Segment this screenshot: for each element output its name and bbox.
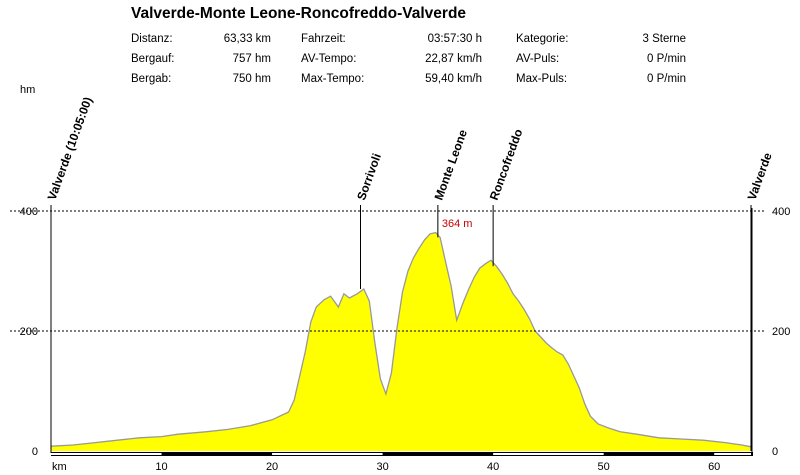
stat-value: 0 P/min (647, 53, 686, 65)
stat-value: 757 hm (232, 53, 271, 65)
x-axis-segment (493, 453, 604, 455)
waypoint-label: Valverde (745, 151, 775, 202)
stat-label: AV-Puls: (516, 53, 560, 65)
y-tick-label-left: 0 (32, 446, 38, 458)
waypoint-label: Roncofreddo (487, 127, 526, 202)
stat-label: Bergab: (131, 73, 172, 85)
x-axis-segment (714, 453, 751, 455)
waypoint-label: Sorrivoli (354, 151, 384, 202)
x-tick-label: 10 (155, 461, 167, 473)
stat-label: Bergauf: (131, 53, 175, 65)
x-axis-label: km (52, 461, 67, 473)
chart-title: Valverde-Monte Leone-Roncofreddo-Valverd… (131, 5, 467, 22)
y-tick-label-right: 200 (772, 326, 790, 338)
max-elevation-label: 364 m (442, 218, 473, 230)
elevation-line (50, 231, 752, 448)
waypoint-label: Monte Leone (432, 127, 471, 202)
stat-label: Kategorie: (516, 33, 569, 45)
y-tick-label-left: 200 (20, 326, 38, 338)
y-axis-label: hm (20, 84, 35, 96)
stat-value: 59,40 km/h (425, 73, 482, 85)
waypoint-label: Valverde (10:05:00) (45, 95, 95, 202)
stat-value: 03:57:30 h (427, 33, 482, 45)
x-tick-label: 40 (487, 461, 499, 473)
stat-label: AV-Tempo: (301, 53, 357, 65)
elevation-area (51, 232, 751, 451)
stat-label: Distanz: (131, 33, 173, 45)
stat-value: 750 hm (232, 73, 271, 85)
x-tick-label: 60 (708, 461, 720, 473)
x-axis-bar (51, 452, 753, 456)
y-tick-label-right: 400 (772, 206, 790, 218)
stat-label: Max-Tempo: (301, 73, 365, 85)
x-axis-segment (272, 453, 383, 455)
stat-label: Fahrzeit: (301, 33, 346, 45)
y-tick-label-right: 0 (772, 446, 778, 458)
y-tick-label-left: 400 (20, 206, 38, 218)
x-axis-segment (51, 453, 162, 455)
x-tick-label: 30 (376, 461, 388, 473)
x-tick-label: 50 (598, 461, 610, 473)
stat-value: 63,33 km (223, 33, 271, 45)
stat-value: 3 Sterne (642, 33, 686, 45)
stat-label: Max-Puls: (516, 73, 568, 85)
x-tick-label: 20 (266, 461, 278, 473)
stat-value: 22,87 km/h (425, 53, 482, 65)
stat-value: 0 P/min (647, 73, 686, 85)
